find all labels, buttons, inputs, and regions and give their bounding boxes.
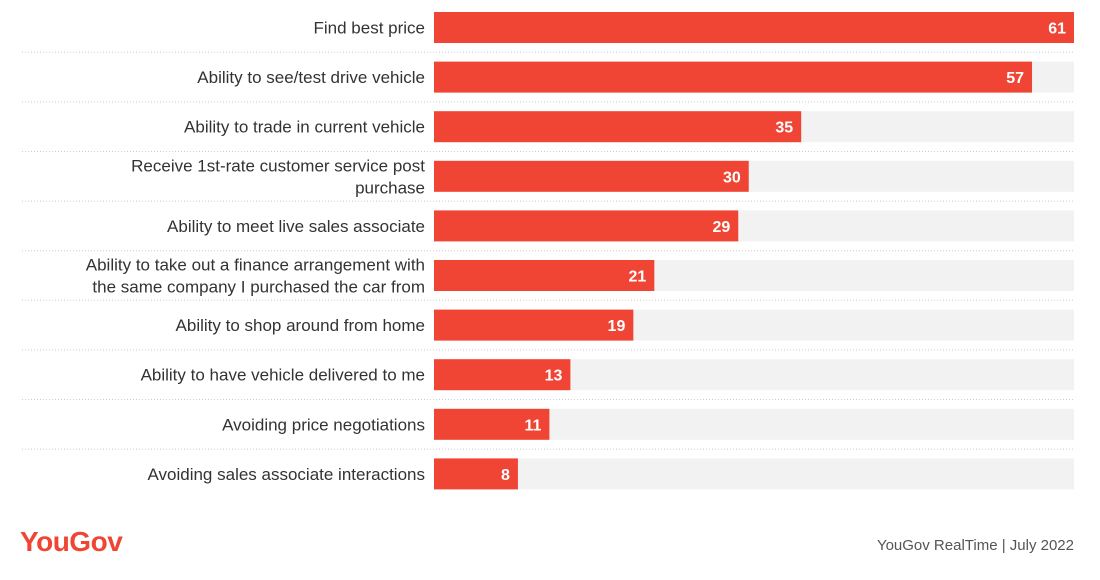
category-label: Ability to see/test drive vehicle	[197, 68, 425, 87]
bar	[434, 309, 634, 341]
category-label: Ability to trade in current vehicle	[184, 118, 425, 137]
value-label: 29	[712, 219, 730, 236]
bar	[434, 111, 802, 143]
bar	[434, 61, 1033, 93]
bar	[434, 260, 655, 291]
value-label: 61	[1048, 21, 1066, 38]
yougov-logo: YouGov	[20, 526, 123, 557]
bar	[434, 458, 518, 490]
bar	[434, 160, 749, 192]
bar-track	[434, 458, 1074, 490]
value-label: 57	[1006, 70, 1024, 87]
category-label: Ability to meet live sales associate	[167, 217, 425, 236]
bar	[434, 408, 550, 440]
value-label: 19	[608, 318, 626, 335]
category-label: Ability to have vehicle delivered to me	[141, 366, 425, 385]
bar	[434, 210, 739, 242]
value-label: 30	[723, 169, 741, 186]
source-note: YouGov RealTime | July 2022	[876, 537, 1074, 554]
value-label: 11	[524, 417, 541, 434]
category-label: Find best price	[314, 19, 426, 38]
value-label: 8	[501, 467, 510, 484]
value-label: 13	[545, 368, 563, 385]
category-label: Avoiding sales associate interactions	[147, 465, 425, 484]
bar	[434, 12, 1074, 43]
bar	[434, 359, 571, 391]
category-label: Ability to shop around from home	[176, 316, 425, 335]
value-label: 35	[775, 120, 793, 137]
category-label: Ability to take out a finance arrangemen…	[86, 256, 425, 297]
bar-chart-svg: 61 Find best price 57 Ability to see/test d…	[22, 12, 1074, 490]
category-label: Avoiding price negotiations	[222, 415, 425, 434]
value-label: 21	[629, 269, 647, 286]
category-label: Receive 1st-rate customer service post pu…	[131, 156, 425, 197]
